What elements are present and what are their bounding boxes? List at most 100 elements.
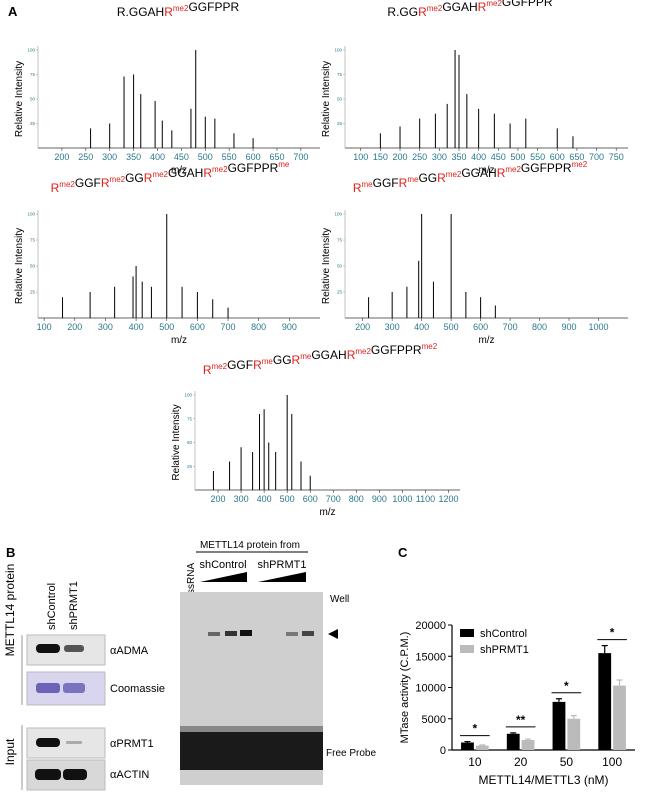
y-tick-label: 100: [27, 48, 35, 53]
modification: me2: [427, 4, 443, 13]
row-label: Coomassie: [110, 683, 165, 695]
band: [66, 741, 82, 744]
x-tick-label: 600: [550, 152, 565, 162]
y-tick-label: 50: [337, 264, 343, 269]
x-tick-label: 700: [221, 322, 236, 332]
x-tick-label: 1100: [416, 494, 435, 504]
modification: me2: [110, 175, 126, 184]
y-axis-label: Relative Intensity: [321, 61, 332, 137]
sequence-part: R: [399, 176, 408, 190]
significance: *: [473, 722, 478, 736]
x-tick-label: 700: [293, 152, 308, 162]
y-tick-label: 20000: [415, 620, 446, 632]
modification: me2: [505, 165, 521, 174]
x-axis-label: m/z: [171, 335, 187, 346]
x-tick-label: 650: [269, 152, 284, 162]
y-axis-label: MTase activity (C.P.M.): [399, 632, 411, 744]
x-tick-label: 700: [503, 322, 518, 332]
x-tick-label: 900: [562, 322, 577, 332]
sequence-part: GGFPPR: [502, 0, 553, 9]
x-tick-label: 800: [349, 494, 364, 504]
y-tick-label: 25: [337, 290, 343, 295]
x-tick-label: 450: [174, 152, 189, 162]
error-bar: [555, 698, 562, 702]
sequence-part: GG: [125, 171, 144, 185]
x-tick-label: 200: [54, 152, 69, 162]
sequence-part: R: [203, 166, 212, 180]
legend-swatch: [460, 629, 474, 637]
x-tick-label: 200: [355, 322, 370, 332]
free-probe-band: [180, 730, 323, 770]
error-bar: [464, 740, 471, 743]
sequence-part: R: [353, 181, 362, 195]
sequence-part: GGF: [75, 176, 101, 190]
sequence-part: GG: [418, 171, 437, 185]
x-tick-label: 10: [468, 755, 482, 769]
x-axis-label: m/z: [171, 165, 187, 176]
legend-swatch: [460, 645, 474, 653]
x-tick-label: 200: [67, 322, 82, 332]
band: [240, 630, 252, 636]
x-tick-label: 250: [412, 152, 427, 162]
y-tick-label: 50: [337, 97, 343, 102]
x-tick-label: 400: [414, 322, 429, 332]
y-tick-label: 15000: [415, 651, 446, 663]
modification: me2: [572, 160, 588, 169]
bar: [461, 742, 474, 750]
modification: me: [300, 352, 312, 361]
y-axis-label: Relative Intensity: [14, 61, 25, 137]
sequence-part: GGFPPR: [521, 161, 572, 175]
sequence-part: GGF: [373, 176, 399, 190]
sequence-part: R: [418, 5, 427, 19]
modification: me2: [212, 362, 228, 371]
x-tick-label: 700: [589, 152, 604, 162]
x-tick-label: 1200: [438, 494, 458, 504]
y-tick-label: 50: [187, 440, 193, 445]
smear: [180, 726, 323, 732]
western-blot: METTL14 protein Input shControl shPRMT1 …: [3, 564, 165, 791]
y-tick-label: 25: [187, 464, 193, 469]
error-bar: [570, 715, 577, 719]
y-tick-label: 100: [334, 212, 342, 217]
x-tick-label: 600: [190, 322, 205, 332]
sequence-part: R: [437, 171, 446, 185]
well-label: Well: [330, 594, 349, 605]
x-tick-label: 300: [234, 494, 249, 504]
x-axis-label: m/z: [478, 335, 494, 346]
lane-label: ssRNA: [186, 563, 197, 594]
band: [36, 738, 60, 747]
x-tick-label: 200: [393, 152, 408, 162]
x-tick-label: 100: [353, 152, 368, 162]
modification: me: [262, 357, 274, 366]
band: [64, 645, 84, 652]
y-tick-label: 100: [334, 48, 342, 53]
modification: me2: [446, 170, 462, 179]
y-axis-label: Relative Intensity: [171, 404, 182, 480]
sequence-part: R: [164, 5, 173, 19]
bar: [552, 701, 566, 750]
sequence-part: R: [253, 358, 262, 372]
legend-label: shControl: [480, 628, 527, 640]
panel-label: B: [6, 545, 15, 560]
error-bar: [601, 645, 608, 654]
wedge: [258, 572, 306, 582]
legend-label: shPRMT1: [480, 644, 529, 656]
sequence-part: R: [51, 181, 60, 195]
modification: me2: [422, 342, 438, 351]
y-axis-label: Relative Intensity: [321, 228, 332, 304]
band: [302, 631, 314, 636]
sequence-part: R: [347, 348, 356, 362]
y-tick-label: 5000: [422, 714, 446, 726]
x-tick-label: 350: [451, 152, 466, 162]
x-tick-label: 900: [282, 322, 297, 332]
sequence-part: GGAH: [311, 348, 346, 362]
y-tick-label: 75: [337, 72, 343, 77]
bar: [506, 733, 520, 750]
y-tick-label: 75: [337, 238, 343, 243]
y-tick-label: 25: [30, 121, 36, 126]
x-tick-label: 650: [569, 152, 584, 162]
x-tick-label: 750: [609, 152, 624, 162]
peptide-title: R.GGRme2GGAHRme2GGFPPR: [387, 0, 552, 19]
y-tick-label: 25: [337, 121, 343, 126]
x-tick-label: 550: [222, 152, 237, 162]
